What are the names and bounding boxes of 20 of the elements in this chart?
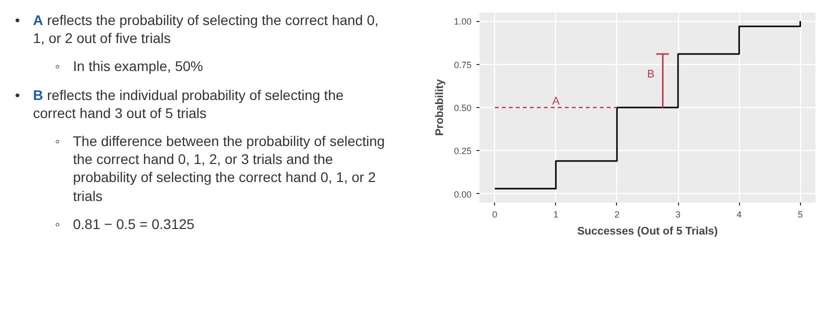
x-tick-label: 0 — [492, 210, 498, 220]
y-tick-label: 0.50 — [454, 103, 472, 113]
ref-line-label: A — [552, 96, 560, 108]
x-tick-label: 1 — [553, 210, 558, 220]
y-axis-title: Probability — [434, 78, 446, 136]
x-tick-label: 3 — [676, 210, 681, 220]
text: ◦ The difference between the probability of selecting the correct hand 0, 1, 2, or 3 trials and the probability of selecting the correct hand 0, 1, or 2 trials — [55, 132, 385, 205]
y-tick-label: 0.00 — [454, 189, 472, 200]
y-tick-label: 1.00 — [454, 16, 472, 27]
x-tick-label: 2 — [614, 210, 620, 220]
y-tick-label: 0.75 — [454, 60, 472, 70]
y-tick-label: 0.25 — [454, 146, 472, 156]
x-tick-label: 4 — [736, 210, 742, 220]
text: ◦ 0.81 − 0.5 = 0.3125 — [55, 214, 194, 233]
x-tick-label: 5 — [798, 210, 803, 220]
text: ◦ In this example, 50% — [55, 57, 203, 76]
x-axis-title: Successes (Out of 5 Trials) — [577, 226, 718, 238]
series-label: B — [647, 68, 654, 81]
text: • A reflects the probability of selecting the correct hand 0, 1, or 2 out of five trials — [15, 11, 380, 48]
text: • B reflects the individual probability of selecting the correct hand 3 out of 5 trials — [15, 86, 345, 122]
